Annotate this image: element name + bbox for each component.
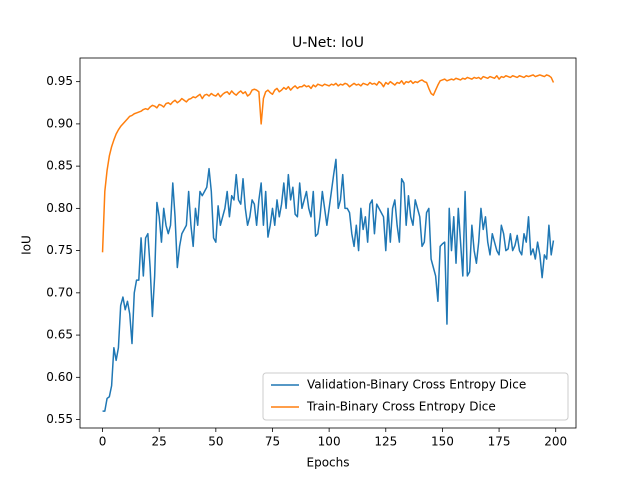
- y-tick-label: 0.60: [46, 370, 73, 384]
- x-tick-label: 175: [488, 435, 511, 449]
- chart-title: U-Net: IoU: [292, 35, 364, 51]
- x-tick-label: 125: [374, 435, 397, 449]
- y-tick-label: 0.55: [46, 412, 73, 426]
- axes-frame: [79, 57, 577, 429]
- x-tick-label: 50: [208, 435, 223, 449]
- y-tick-label: 0.75: [46, 243, 73, 257]
- y-tick-label: 0.70: [46, 285, 73, 299]
- y-axis-label: IoU: [20, 235, 34, 255]
- x-tick-label: 100: [318, 435, 341, 449]
- x-tick-label: 25: [152, 435, 167, 449]
- y-tick-label: 0.80: [46, 201, 73, 215]
- y-tick-label: 0.65: [46, 328, 73, 342]
- y-tick-label: 0.95: [46, 74, 73, 88]
- x-tick-label: 150: [431, 435, 454, 449]
- x-axis-label: Epochs: [307, 456, 350, 470]
- line-series: [102, 158, 555, 412]
- legend-label: Validation-Binary Cross Entropy Dice: [307, 378, 526, 392]
- x-tick-label: 0: [99, 435, 107, 449]
- y-tick-label: 0.90: [46, 116, 73, 130]
- x-tick-label: 75: [265, 435, 280, 449]
- y-tick-label: 0.85: [46, 159, 73, 173]
- x-tick-label: 200: [544, 435, 567, 449]
- line-series: [101, 74, 555, 253]
- legend-label: Train-Binary Cross Entropy Dice: [306, 400, 496, 414]
- legend-box: [262, 372, 569, 421]
